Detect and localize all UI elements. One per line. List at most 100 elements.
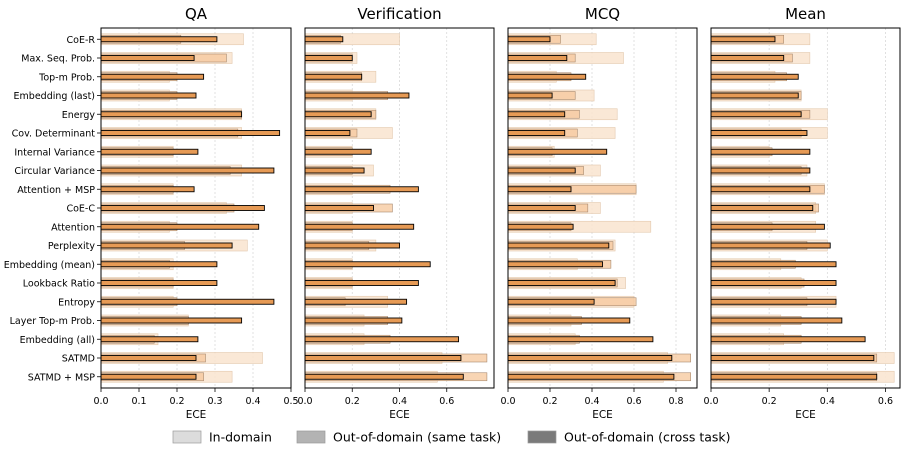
- cross-task-bar: [304, 36, 344, 43]
- category-label: Lookback Ratio: [23, 279, 95, 290]
- cross-task-bar: [507, 223, 574, 230]
- cross-task-bar: [507, 336, 654, 343]
- x-tick-label: 0.6: [439, 396, 454, 407]
- cross-task-bar: [507, 73, 587, 80]
- x-tick-label: 0.2: [762, 396, 777, 407]
- x-tick-label: 0.4: [245, 396, 260, 407]
- cross-task-bar: [507, 36, 551, 43]
- x-tick-label: 0.4: [584, 396, 599, 407]
- cross-task-bar: [304, 317, 403, 324]
- cross-task-bar: [710, 298, 837, 305]
- panel-title: QA: [185, 5, 208, 23]
- category-label: Embedding (mean): [4, 260, 95, 271]
- panel-title: Mean: [785, 5, 826, 23]
- category-label: Embedding (all): [20, 335, 95, 346]
- cross-task-bar: [304, 130, 351, 136]
- cross-task-bar: [100, 298, 275, 305]
- category-label: Internal Variance: [14, 147, 95, 158]
- cross-task-bar: [710, 55, 785, 61]
- cross-task-bar: [100, 130, 281, 136]
- cross-task-bar: [507, 280, 616, 286]
- cross-task-bar: [710, 167, 811, 174]
- cross-task-bar: [100, 355, 197, 361]
- cross-task-bar: [100, 148, 199, 155]
- cross-task-bar: [100, 111, 243, 118]
- cross-task-bar: [100, 242, 233, 249]
- legend-swatch: [172, 430, 202, 444]
- cross-task-bar: [304, 223, 415, 230]
- cross-task-bar: [507, 373, 675, 380]
- category-label: Top-m Prob.: [38, 72, 95, 83]
- x-tick-label: 0.0: [93, 396, 108, 407]
- cross-task-bar: [100, 317, 243, 324]
- cross-task-bar: [710, 317, 843, 324]
- cross-task-bar: [507, 242, 610, 249]
- cross-task-bar: [100, 261, 218, 268]
- category-label: Max. Seq. Prob.: [21, 54, 95, 65]
- x-tick-label: 0.1: [131, 396, 146, 407]
- cross-task-bar: [304, 280, 419, 286]
- category-label: Entropy: [58, 297, 95, 308]
- cross-task-bar: [100, 55, 195, 61]
- cross-task-bar: [710, 148, 811, 155]
- category-label: CoE-C: [66, 204, 95, 215]
- panel-title: MCQ: [585, 5, 620, 23]
- panel-title: Verification: [357, 5, 441, 23]
- cross-task-bar: [100, 73, 205, 80]
- panel-frames: [97, 27, 901, 392]
- cross-task-bar: [304, 205, 374, 211]
- x-tick-label: 0.2: [345, 396, 360, 407]
- category-label: Attention: [51, 222, 95, 233]
- cross-task-bar: [304, 261, 431, 268]
- cross-task-bar: [710, 336, 866, 343]
- cross-task-bar: [100, 36, 218, 43]
- cross-task-bar: [710, 280, 837, 286]
- x-tick-label: 0.6: [878, 396, 893, 407]
- x-tick-label: 0.2: [542, 396, 557, 407]
- panel-frame: [507, 27, 698, 389]
- category-label: Circular Variance: [14, 166, 95, 177]
- cross-task-bar: [507, 167, 576, 174]
- cross-task-bar: [100, 373, 197, 380]
- cross-task-bar: [710, 111, 802, 118]
- cross-task-bar: [304, 336, 460, 343]
- cross-task-bar: [710, 205, 814, 211]
- x-tick-label: 0.2: [169, 396, 184, 407]
- cross-task-bar: [507, 355, 673, 361]
- cross-task-bar: [304, 111, 372, 118]
- x-tick-label: 0.0: [703, 396, 718, 407]
- x-axis-label: ECE: [186, 409, 207, 421]
- cross-task-bar: [710, 223, 825, 230]
- cross-task-bar: [507, 92, 553, 99]
- cross-task-bar: [100, 280, 218, 286]
- legend-label: In-domain: [209, 430, 272, 445]
- cross-task-bar: [507, 55, 568, 61]
- legend-swatch: [296, 430, 326, 444]
- cross-task-bar: [507, 317, 631, 324]
- cross-task-bar: [710, 130, 808, 136]
- x-tick-label: 0.3: [207, 396, 222, 407]
- cross-task-bar: [304, 73, 363, 80]
- cross-task-bar: [304, 298, 408, 305]
- cross-task-bar: [710, 261, 837, 268]
- cross-task-bar: [100, 205, 265, 211]
- cross-task-bar: [304, 373, 464, 380]
- cross-task-bar: [304, 242, 400, 249]
- bars: [100, 33, 895, 383]
- category-label: Attention + MSP: [17, 185, 95, 196]
- category-label: Cov. Determinant: [12, 129, 96, 140]
- cross-task-bar: [304, 355, 462, 361]
- cross-task-bar: [304, 92, 410, 99]
- cross-task-bar: [100, 223, 260, 230]
- cross-task-bar: [710, 36, 776, 43]
- cross-task-bar: [710, 355, 875, 361]
- x-tick-label: 0.0: [500, 396, 515, 407]
- cross-task-bar: [507, 130, 566, 136]
- x-tick-label: 0.4: [392, 396, 407, 407]
- x-axis-label: ECE: [592, 409, 613, 421]
- cross-task-bar: [710, 92, 799, 99]
- cross-task-bar: [710, 186, 811, 193]
- x-tick-label: 0.4: [820, 396, 835, 407]
- cross-task-bar: [710, 373, 878, 380]
